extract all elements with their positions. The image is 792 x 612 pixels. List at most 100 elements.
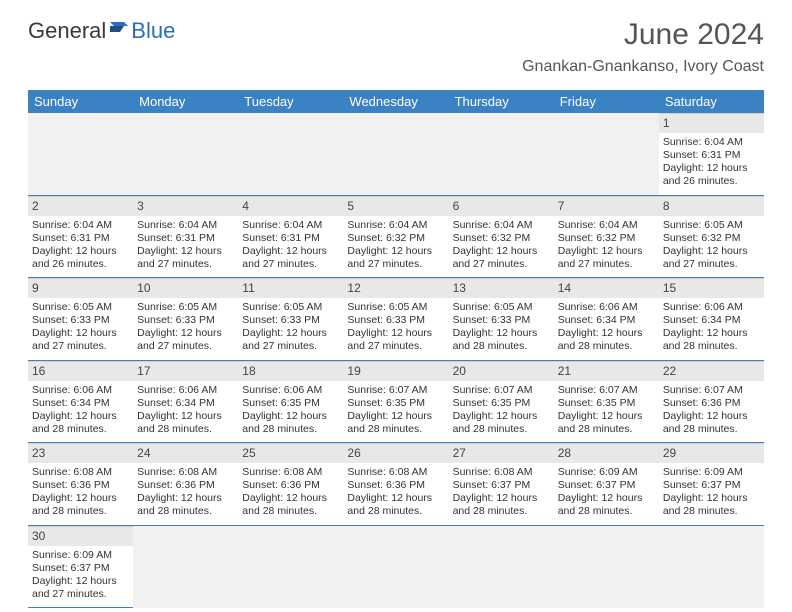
sunset-text: Sunset: 6:36 PM xyxy=(32,479,129,492)
sunrise-text: Sunrise: 6:06 AM xyxy=(137,384,234,397)
daylight-text: Daylight: 12 hours xyxy=(137,327,234,340)
daylight-text: and 27 minutes. xyxy=(347,340,444,353)
calendar-day-cell: 1Sunrise: 6:04 AMSunset: 6:31 PMDaylight… xyxy=(659,113,764,196)
day-number: 14 xyxy=(554,278,659,298)
sunset-text: Sunset: 6:33 PM xyxy=(32,314,129,327)
calendar-week-row: 1Sunrise: 6:04 AMSunset: 6:31 PMDaylight… xyxy=(28,113,764,196)
sunrise-text: Sunrise: 6:08 AM xyxy=(347,466,444,479)
day-number: 26 xyxy=(343,443,448,463)
sunrise-text: Sunrise: 6:05 AM xyxy=(242,301,339,314)
weeks-container: 1Sunrise: 6:04 AMSunset: 6:31 PMDaylight… xyxy=(28,113,764,608)
sunset-text: Sunset: 6:36 PM xyxy=(242,479,339,492)
calendar-day-cell xyxy=(343,526,448,609)
calendar-day-cell: 25Sunrise: 6:08 AMSunset: 6:36 PMDayligh… xyxy=(238,443,343,526)
daylight-text: Daylight: 12 hours xyxy=(347,492,444,505)
daylight-text: Daylight: 12 hours xyxy=(558,410,655,423)
calendar-day-cell xyxy=(238,526,343,609)
calendar-day-cell xyxy=(28,113,133,196)
daylight-text: Daylight: 12 hours xyxy=(137,245,234,258)
day-number: 28 xyxy=(554,443,659,463)
day-number: 17 xyxy=(133,361,238,381)
daylight-text: Daylight: 12 hours xyxy=(32,492,129,505)
day-number: 1 xyxy=(659,113,764,133)
sunrise-text: Sunrise: 6:09 AM xyxy=(558,466,655,479)
daylight-text: Daylight: 12 hours xyxy=(558,492,655,505)
page-title: June 2024 xyxy=(522,18,764,52)
daylight-text: and 28 minutes. xyxy=(137,423,234,436)
daylight-text: and 28 minutes. xyxy=(347,505,444,518)
calendar-day-cell: 13Sunrise: 6:05 AMSunset: 6:33 PMDayligh… xyxy=(449,278,554,361)
calendar-week-row: 23Sunrise: 6:08 AMSunset: 6:36 PMDayligh… xyxy=(28,443,764,526)
daylight-text: Daylight: 12 hours xyxy=(32,575,129,588)
calendar-day-cell: 28Sunrise: 6:09 AMSunset: 6:37 PMDayligh… xyxy=(554,443,659,526)
daylight-text: and 28 minutes. xyxy=(558,340,655,353)
daylight-text: and 27 minutes. xyxy=(32,340,129,353)
sunrise-text: Sunrise: 6:05 AM xyxy=(32,301,129,314)
calendar-day-cell: 3Sunrise: 6:04 AMSunset: 6:31 PMDaylight… xyxy=(133,196,238,279)
daylight-text: and 27 minutes. xyxy=(32,588,129,601)
calendar-day-cell: 26 Sunrise: 6:08 AMSunset: 6:36 PMDayligh… xyxy=(343,443,448,526)
sunrise-text: Sunrise: 6:07 AM xyxy=(347,384,444,397)
calendar-week-row: 16Sunrise: 6:06 AMSunset: 6:34 PMDayligh… xyxy=(28,361,764,444)
sunset-text: Sunset: 6:31 PM xyxy=(663,149,760,162)
sunset-text: Sunset: 6:34 PM xyxy=(137,397,234,410)
calendar-day-cell: 12Sunrise: 6:05 AMSunset: 6:33 PMDayligh… xyxy=(343,278,448,361)
daylight-text: and 27 minutes. xyxy=(453,258,550,271)
sunset-text: Sunset: 6:37 PM xyxy=(32,562,129,575)
logo: General Blue xyxy=(28,18,175,44)
calendar-week-row: 9Sunrise: 6:05 AMSunset: 6:33 PMDaylight… xyxy=(28,278,764,361)
sunrise-text: Sunrise: 6:08 AM xyxy=(453,466,550,479)
calendar-day-cell xyxy=(133,526,238,609)
sunset-text: Sunset: 6:31 PM xyxy=(242,232,339,245)
sunrise-text: Sunrise: 6:04 AM xyxy=(558,219,655,232)
daylight-text: and 28 minutes. xyxy=(663,423,760,436)
calendar-day-cell: 8Sunrise: 6:05 AMSunset: 6:32 PMDaylight… xyxy=(659,196,764,279)
daylight-text: and 28 minutes. xyxy=(558,423,655,436)
daylight-text: and 26 minutes. xyxy=(32,258,129,271)
daylight-text: and 27 minutes. xyxy=(137,340,234,353)
sunrise-text: Sunrise: 6:08 AM xyxy=(137,466,234,479)
daylight-text: Daylight: 12 hours xyxy=(558,245,655,258)
daylight-text: Daylight: 12 hours xyxy=(242,245,339,258)
daylight-text: Daylight: 12 hours xyxy=(453,410,550,423)
sunrise-text: Sunrise: 6:08 AM xyxy=(32,466,129,479)
daylight-text: and 28 minutes. xyxy=(663,340,760,353)
day-number: 8 xyxy=(659,196,764,216)
sunset-text: Sunset: 6:36 PM xyxy=(347,479,444,492)
sunset-text: Sunset: 6:34 PM xyxy=(558,314,655,327)
daylight-text: Daylight: 12 hours xyxy=(453,492,550,505)
daylight-text: and 28 minutes. xyxy=(32,505,129,518)
sunset-text: Sunset: 6:33 PM xyxy=(137,314,234,327)
calendar-day-cell: 21Sunrise: 6:07 AMSunset: 6:35 PMDayligh… xyxy=(554,361,659,444)
calendar-day-cell: 27Sunrise: 6:08 AMSunset: 6:37 PMDayligh… xyxy=(449,443,554,526)
calendar-day-cell xyxy=(449,113,554,196)
sunset-text: Sunset: 6:34 PM xyxy=(32,397,129,410)
calendar-day-cell: 10Sunrise: 6:05 AMSunset: 6:33 PMDayligh… xyxy=(133,278,238,361)
daylight-text: Daylight: 12 hours xyxy=(663,162,760,175)
sunset-text: Sunset: 6:35 PM xyxy=(347,397,444,410)
sunset-text: Sunset: 6:33 PM xyxy=(242,314,339,327)
calendar-day-cell xyxy=(554,526,659,609)
location-subtitle: Gnankan-Gnankanso, Ivory Coast xyxy=(522,58,764,76)
day-number: 12 xyxy=(343,278,448,298)
sunrise-text: Sunrise: 6:07 AM xyxy=(453,384,550,397)
daylight-text: and 28 minutes. xyxy=(242,423,339,436)
daylight-text: and 27 minutes. xyxy=(137,258,234,271)
calendar-day-cell xyxy=(554,113,659,196)
daylight-text: Daylight: 12 hours xyxy=(242,492,339,505)
daylight-text: and 27 minutes. xyxy=(242,340,339,353)
weekday-header: Friday xyxy=(554,90,659,113)
daylight-text: Daylight: 12 hours xyxy=(663,492,760,505)
calendar-day-cell: 2Sunrise: 6:04 AMSunset: 6:31 PMDaylight… xyxy=(28,196,133,279)
day-number: 13 xyxy=(449,278,554,298)
sunset-text: Sunset: 6:33 PM xyxy=(347,314,444,327)
sunrise-text: Sunrise: 6:06 AM xyxy=(242,384,339,397)
sunset-text: Sunset: 6:35 PM xyxy=(453,397,550,410)
sunset-text: Sunset: 6:37 PM xyxy=(663,479,760,492)
daylight-text: Daylight: 12 hours xyxy=(663,245,760,258)
day-number: 18 xyxy=(238,361,343,381)
daylight-text: Daylight: 12 hours xyxy=(32,327,129,340)
day-number: 10 xyxy=(133,278,238,298)
sunrise-text: Sunrise: 6:06 AM xyxy=(32,384,129,397)
sunset-text: Sunset: 6:36 PM xyxy=(137,479,234,492)
